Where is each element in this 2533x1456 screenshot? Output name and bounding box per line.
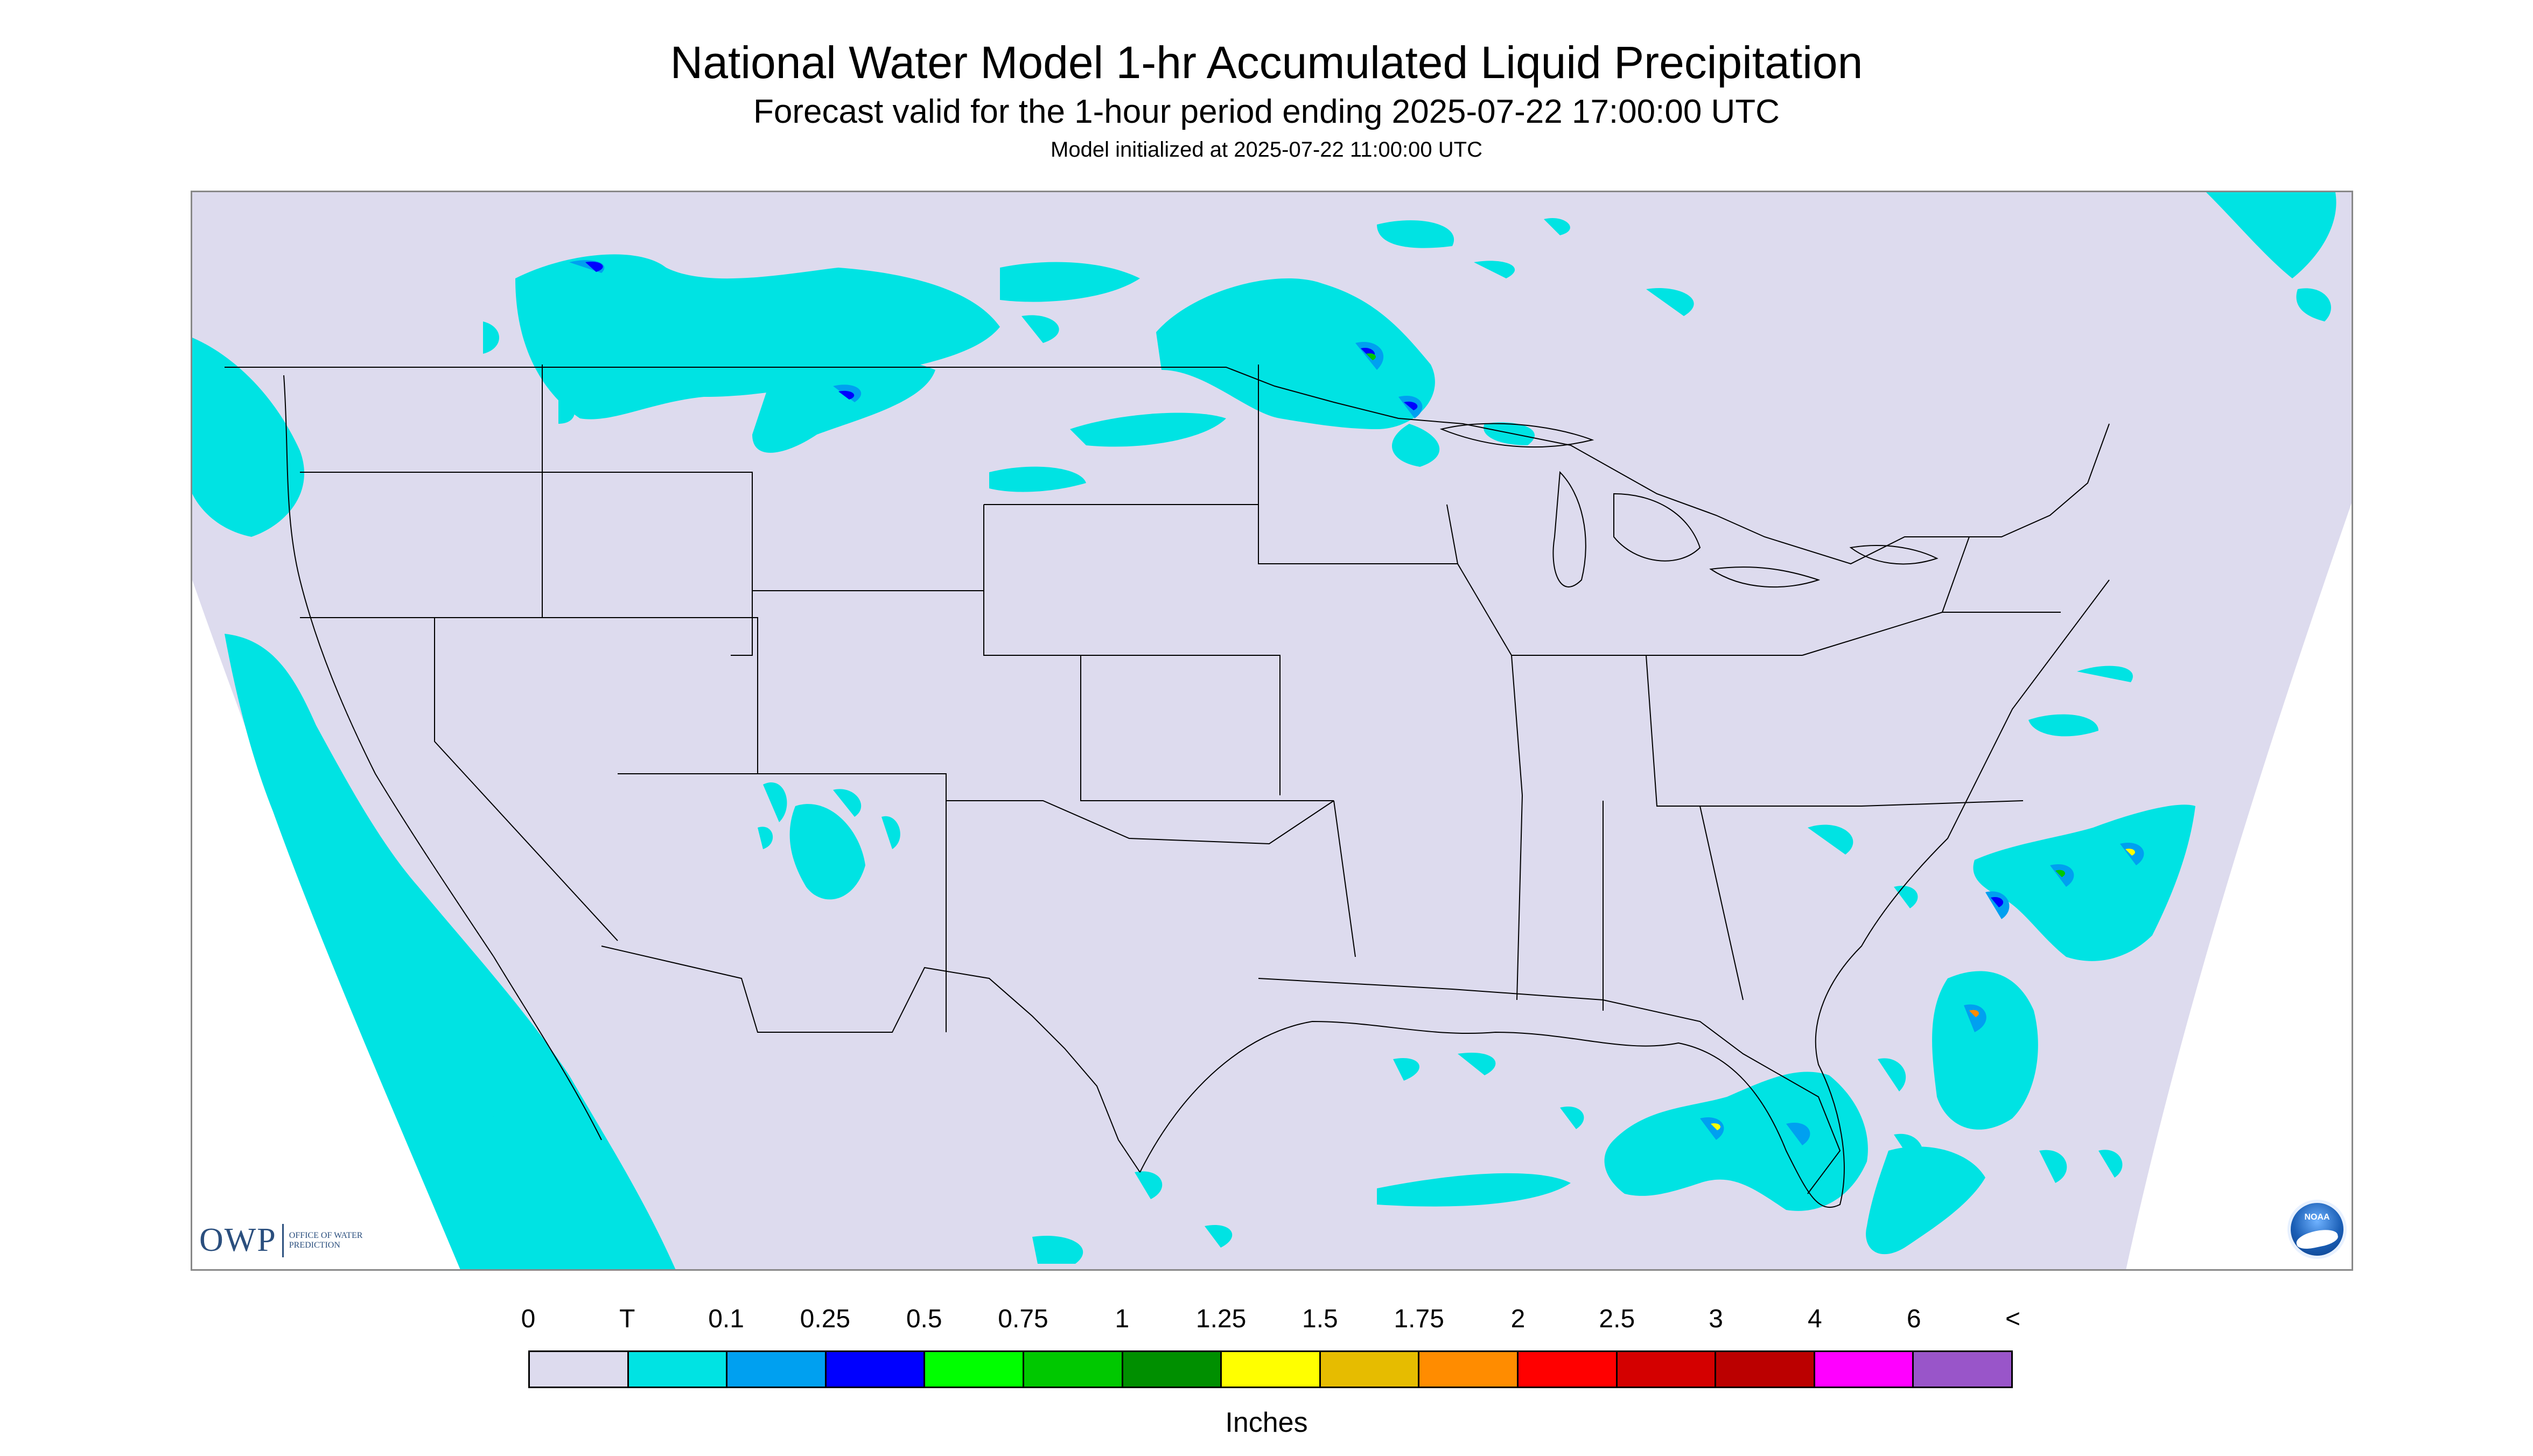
precip-heavy [1366,353,2136,1130]
legend-swatch [1617,1352,1717,1387]
state-lines [300,365,2061,1194]
us-canada-border [225,367,2110,565]
legend-swatch [1914,1352,2011,1387]
legend-label: 3 [1709,1305,1723,1333]
us-mexico-border [601,946,1140,1173]
noaa-logo-bird [2294,1227,2340,1251]
legend-swatch [727,1352,827,1387]
map-svg [192,192,2352,1269]
map-subtitle: Forecast valid for the 1-hour period end… [753,93,1780,130]
legend-label: 0.5 [906,1305,942,1333]
legend-swatch [1518,1352,1618,1387]
precipitation-map [191,191,2353,1271]
legend-label: 1.5 [1302,1305,1338,1333]
legend-swatch [1419,1352,1519,1387]
owp-logo-divider [282,1223,284,1257]
legend-swatch [826,1352,926,1387]
legend-label: 1.25 [1195,1305,1247,1333]
great-lakes [1439,423,1939,588]
legend-label: 6 [1906,1305,1921,1333]
legend-label: 4 [1808,1305,1822,1333]
legend-labels: 0 T 0.1 0.25 0.5 0.75 1 1.25 1.5 1.75 2 2.5 3 4 6 < [521,1303,2020,1341]
legend-label: 2 [1510,1305,1526,1333]
legend-swatch [925,1352,1024,1387]
legend-units: Inches [1225,1407,1308,1438]
owp-logo-mark: OWP [199,1222,277,1258]
legend-label: 2.5 [1599,1305,1635,1333]
legend-label: 0.75 [998,1305,1048,1333]
boundaries [225,365,2110,1208]
legend-swatch [1024,1352,1123,1387]
model-init-text: Model initialized at 2025-07-22 11:00:00… [1051,138,1482,162]
coastlines [283,375,2110,1208]
legend-swatch [1716,1352,1815,1387]
owp-logo-subtext: OFFICE OF WATER PREDICTION [289,1230,363,1250]
legend-label: 1 [1115,1305,1130,1333]
precipitation-legend [528,1350,2013,1388]
legend-label: 0 [521,1305,536,1333]
owp-logo: OWP OFFICE OF WATER PREDICTION [199,1221,375,1259]
noaa-logo-text: NOAA [2304,1213,2330,1222]
legend-label: 0.1 [708,1305,744,1333]
legend-label: 0.25 [800,1305,851,1333]
map-title: National Water Model 1-hr Accumulated Li… [670,37,1863,88]
model-domain [192,192,2352,1269]
legend-label: < [2005,1305,2021,1333]
legend-swatch [628,1352,728,1387]
legend-swatch [1123,1352,1222,1387]
noaa-logo: NOAA [2287,1200,2347,1259]
legend-swatch [1320,1352,1420,1387]
legend-label: T [619,1305,635,1333]
legend-swatch [1222,1352,1321,1387]
legend-swatch [1815,1352,1914,1387]
precip-trace [192,192,2336,1269]
legend-label: 1.75 [1394,1305,1444,1333]
legend-swatch [530,1352,629,1387]
